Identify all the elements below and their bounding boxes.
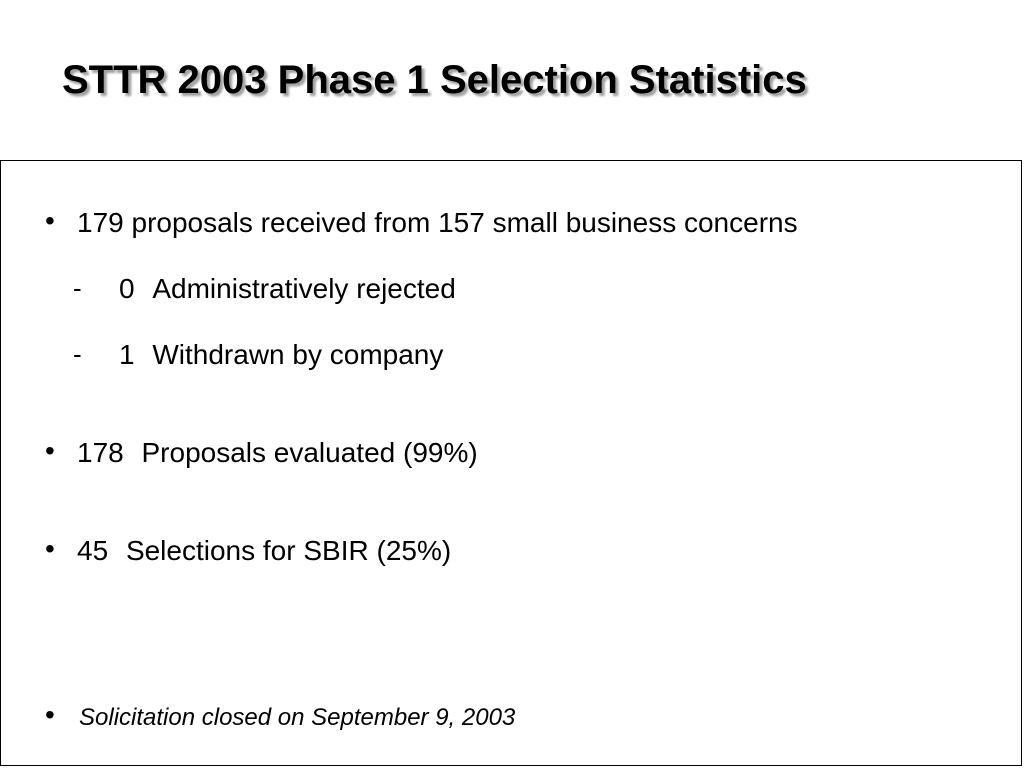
bullet-marker: • bbox=[45, 205, 55, 236]
bullet-marker: • bbox=[45, 533, 55, 564]
bullet-item-proposals-received: 179 proposals received from 157 small bu… bbox=[77, 207, 798, 239]
slide-title: STTR 2003 Phase 1 Selection Statistics bbox=[62, 58, 807, 102]
bullet-item-selections: 45 Selections for SBIR (25%) bbox=[77, 535, 451, 567]
bullet-item-proposals-evaluated: 178 Proposals evaluated (99%) bbox=[77, 437, 478, 469]
subitem-text: Withdrawn by company bbox=[152, 339, 444, 370]
content-box: • 179 proposals received from 157 small … bbox=[0, 160, 1022, 766]
subitem-marker: - bbox=[73, 273, 82, 303]
subitem-count: 1 bbox=[119, 339, 135, 370]
bullet-count: 45 bbox=[77, 535, 109, 566]
bullet-marker: • bbox=[45, 435, 55, 466]
subitem-marker: - bbox=[73, 339, 82, 369]
bullet-text: Solicitation closed on September 9, 2003 bbox=[79, 704, 516, 731]
bullet-marker: • bbox=[45, 699, 55, 730]
subitem-withdrawn: 1 Withdrawn by company bbox=[119, 339, 443, 371]
bullet-text: 179 proposals received from 157 small bu… bbox=[77, 207, 798, 238]
subitem-administratively-rejected: 0 Administratively rejected bbox=[119, 273, 456, 305]
bullet-count: 178 bbox=[77, 437, 124, 468]
bullet-item-solicitation-closed: Solicitation closed on September 9, 2003 bbox=[79, 702, 515, 734]
bullet-text: Proposals evaluated (99%) bbox=[141, 437, 478, 468]
bullet-text: Selections for SBIR (25%) bbox=[125, 535, 452, 566]
subitem-text: Administratively rejected bbox=[152, 273, 456, 304]
subitem-count: 0 bbox=[119, 273, 135, 304]
